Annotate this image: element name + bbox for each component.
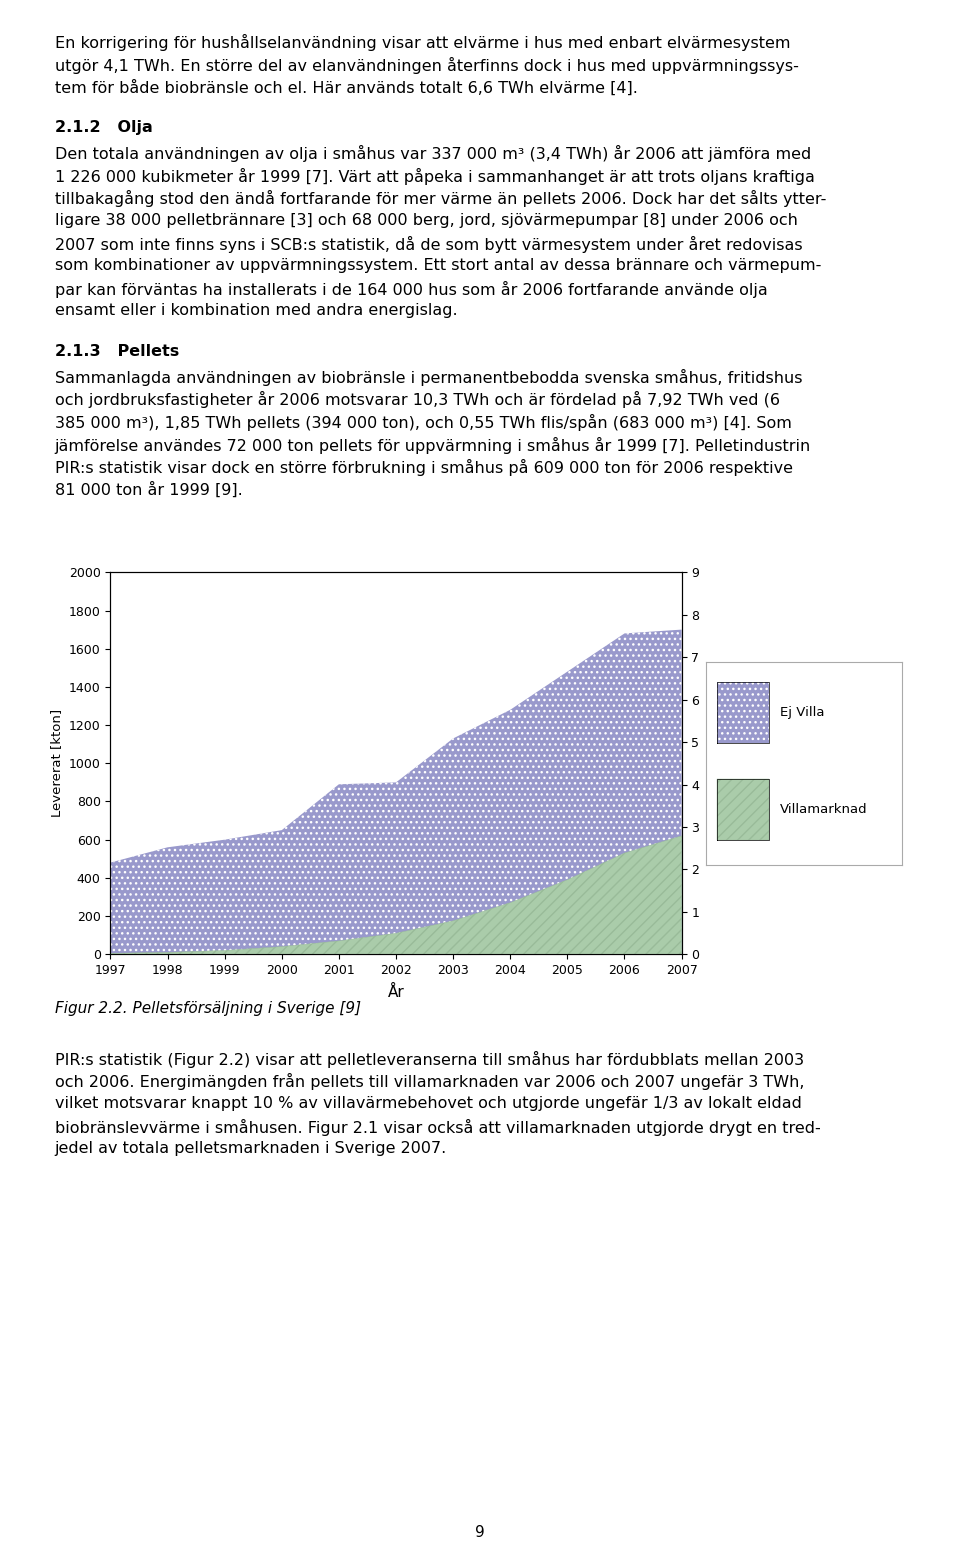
Text: tem för både biobränsle och el. Här används totalt 6,6 TWh elvärme [4].: tem för både biobränsle och el. Här anvä… (55, 80, 637, 95)
Text: Ej Villa: Ej Villa (780, 706, 825, 719)
Text: PIR:s statistik visar dock en större förbrukning i småhus på 609 000 ton för 200: PIR:s statistik visar dock en större för… (55, 460, 793, 477)
Text: 2.1.3   Pellets: 2.1.3 Pellets (55, 345, 179, 359)
Text: jedel av totala pelletsmarknaden i Sverige 2007.: jedel av totala pelletsmarknaden i Sveri… (55, 1141, 447, 1157)
Text: Villamarknad: Villamarknad (780, 803, 868, 817)
Text: PIR:s statistik (Figur 2.2) visar att pelletleveranserna till småhus har fördubb: PIR:s statistik (Figur 2.2) visar att pe… (55, 1051, 804, 1068)
Y-axis label: Levererat [kton]: Levererat [kton] (50, 709, 63, 817)
Text: 385 000 m³), 1,85 TWh pellets (394 000 ton), och 0,55 TWh flis/spån (683 000 m³): 385 000 m³), 1,85 TWh pellets (394 000 t… (55, 415, 792, 432)
Text: vilket motsvarar knappt 10 % av villavärmebehovet och utgjorde ungefär 1/3 av lo: vilket motsvarar knappt 10 % av villavär… (55, 1096, 802, 1112)
Text: ensamt eller i kombination med andra energislag.: ensamt eller i kombination med andra ene… (55, 304, 457, 318)
Polygon shape (717, 780, 769, 840)
Text: jämförelse användes 72 000 ton pellets för uppvärmning i småhus år 1999 [7]. Pel: jämförelse användes 72 000 ton pellets f… (55, 437, 811, 454)
Text: En korrigering för hushållselanvändning visar att elvärme i hus med enbart elvär: En korrigering för hushållselanvändning … (55, 34, 790, 51)
Text: 81 000 ton år 1999 [9].: 81 000 ton år 1999 [9]. (55, 482, 243, 499)
Text: par kan förväntas ha installerats i de 164 000 hus som år 2006 fortfarande använ: par kan förväntas ha installerats i de 1… (55, 281, 767, 298)
Text: ligare 38 000 pelletbrännare [3] och 68 000 berg, jord, sjövärmepumpar [8] under: ligare 38 000 pelletbrännare [3] och 68 … (55, 214, 798, 228)
Polygon shape (717, 683, 769, 744)
Text: 2.1.2   Olja: 2.1.2 Olja (55, 120, 153, 136)
Text: 2007 som inte finns syns i SCB:s statistik, då de som bytt värmesystem under åre: 2007 som inte finns syns i SCB:s statist… (55, 235, 803, 253)
Text: biobränslevvärme i småhusen. Figur 2.1 visar också att villamarknaden utgjorde d: biobränslevvärme i småhusen. Figur 2.1 v… (55, 1118, 821, 1135)
Text: 1 226 000 kubikmeter år 1999 [7]. Värt att påpeka i sammanhanget är att trots ol: 1 226 000 kubikmeter år 1999 [7]. Värt a… (55, 168, 815, 184)
Text: tillbakagång stod den ändå fortfarande för mer värme än pellets 2006. Dock har d: tillbakagång stod den ändå fortfarande f… (55, 190, 827, 207)
Text: Sammanlagda användningen av biobränsle i permanentbebodda svenska småhus, fritid: Sammanlagda användningen av biobränsle i… (55, 369, 803, 387)
Text: och jordbruksfastigheter år 2006 motsvarar 10,3 TWh och är fördelad på 7,92 TWh : och jordbruksfastigheter år 2006 motsvar… (55, 391, 780, 408)
Y-axis label: Värme [TWh]: Värme [TWh] (706, 720, 719, 808)
Text: som kombinationer av uppvärmningssystem. Ett stort antal av dessa brännare och v: som kombinationer av uppvärmningssystem.… (55, 259, 821, 273)
Text: Den totala användningen av olja i småhus var 337 000 m³ (3,4 TWh) år 2006 att jä: Den totala användningen av olja i småhus… (55, 145, 811, 162)
Text: och 2006. Energimängden från pellets till villamarknaden var 2006 och 2007 ungef: och 2006. Energimängden från pellets til… (55, 1073, 804, 1090)
Text: utgör 4,1 TWh. En större del av elanvändningen återfinns dock i hus med uppvärmn: utgör 4,1 TWh. En större del av elanvänd… (55, 56, 799, 73)
X-axis label: År: År (388, 985, 404, 1001)
Text: 9: 9 (475, 1525, 485, 1540)
Text: Figur 2.2. Pelletsförsäljning i Sverige [9]: Figur 2.2. Pelletsförsäljning i Sverige … (55, 1001, 361, 1016)
